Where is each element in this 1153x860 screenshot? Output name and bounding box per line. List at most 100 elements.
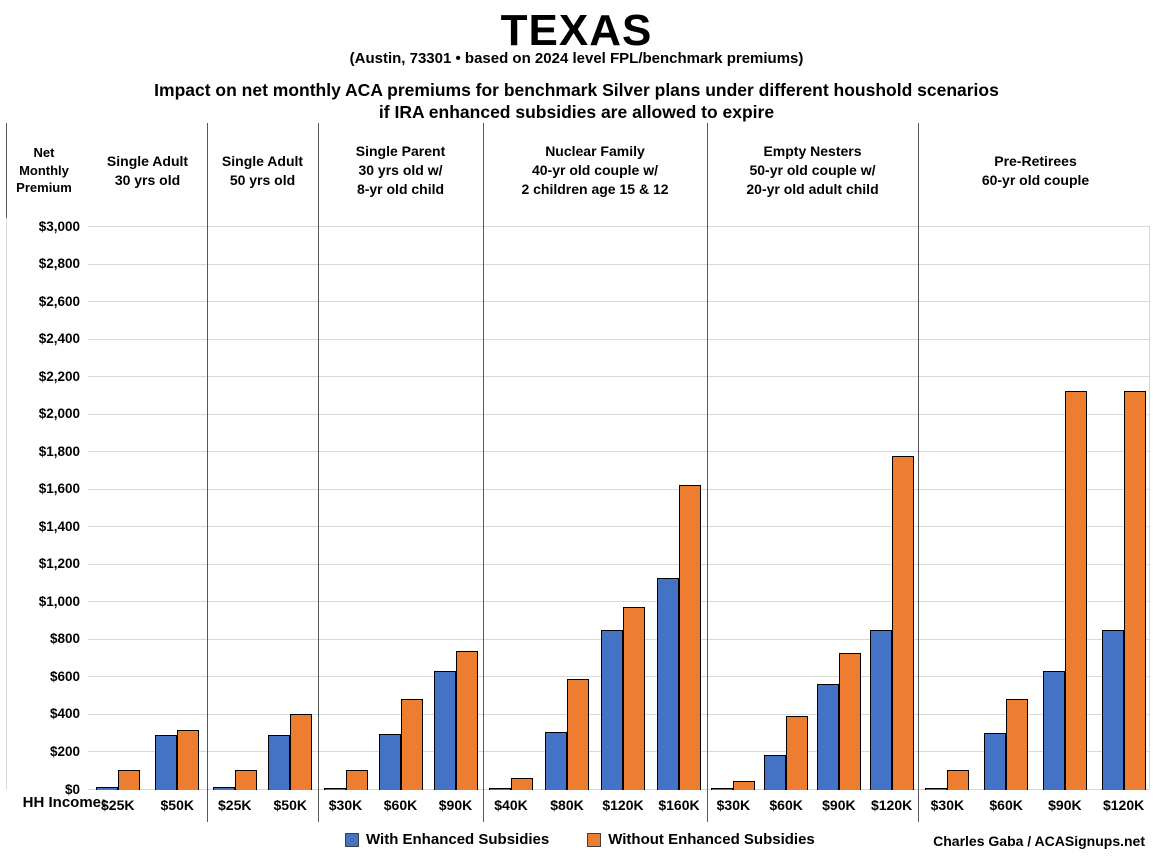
y-axis-tick-label: $2,800 <box>38 256 80 272</box>
x-axis-labels: $25K $50K $25K $50K $30K $60K $90K $40K $80K $120… <box>88 797 1153 813</box>
bar-group <box>483 227 707 790</box>
bar-group <box>318 227 483 790</box>
income-tick-label: $90K <box>822 797 856 813</box>
scenario-header: Single Parent 30 yrs old w/ 8-yr old chi… <box>355 143 446 197</box>
bar-without-enhanced-subsidies <box>511 778 533 790</box>
bar-with-enhanced-subsidies <box>601 630 623 790</box>
group-divider-line <box>207 123 208 822</box>
bar-without-enhanced-subsidies <box>623 607 645 790</box>
bar-without-enhanced-subsidies <box>455 651 478 790</box>
income-tick-label: $60K <box>989 797 1023 813</box>
left-axis-line <box>6 218 7 790</box>
scenario-header: Pre-Retirees 60-yr old couple <box>981 152 1090 188</box>
y-axis-tick-label: $2,400 <box>38 331 80 347</box>
legend-item-with: With Enhanced Subsidies <box>345 831 549 848</box>
income-cell <box>539 227 595 790</box>
income-label-group: $25K $50K <box>207 797 318 813</box>
group-divider-line <box>318 123 319 822</box>
bar-with-enhanced-subsidies <box>925 788 948 790</box>
income-tick-label: $30K <box>328 797 363 813</box>
income-tick-label: $50K <box>160 797 194 813</box>
income-cell <box>1094 227 1153 790</box>
scenario-header: Empty Nesters 50-yr old couple w/ 20-yr … <box>746 143 879 197</box>
y-axis: $0 $200 $400 $600 $800 $1,000 $1,200 $1,400 $1,6… <box>0 219 80 795</box>
bar-group <box>88 227 207 790</box>
bar-without-enhanced-subsidies <box>177 730 200 790</box>
bar-with-enhanced-subsidies <box>764 755 787 790</box>
group-divider-line <box>483 123 484 822</box>
income-cell <box>318 227 373 790</box>
bar-with-enhanced-subsidies <box>657 578 679 790</box>
y-axis-tick-label: $2,000 <box>38 406 80 422</box>
income-label-group: $30K $60K $90K <box>318 797 483 813</box>
bar-without-enhanced-subsidies <box>567 679 589 790</box>
income-cell <box>88 227 148 790</box>
income-cell <box>651 227 707 790</box>
income-tick-label: $25K <box>101 797 135 813</box>
bar-with-enhanced-subsidies <box>489 788 511 790</box>
income-cell <box>483 227 539 790</box>
gridline <box>88 263 1150 265</box>
y-axis-tick-label: $1,800 <box>38 443 80 459</box>
gridline <box>88 563 1150 565</box>
group-divider-line <box>918 123 919 822</box>
y-axis-tick-label: $0 <box>64 781 80 797</box>
income-tick-label: $25K <box>218 797 252 813</box>
income-tick-label: $90K <box>1048 797 1082 813</box>
chart-headline: Impact on net monthly ACA premiums for b… <box>154 80 999 122</box>
bar-with-enhanced-subsidies <box>433 671 456 790</box>
legend: With Enhanced Subsidies Without Enhanced… <box>345 831 815 848</box>
scenario-header: Nuclear Family 40-yr old couple w/ 2 chi… <box>521 143 669 197</box>
gridline <box>88 338 1150 340</box>
bar-with-enhanced-subsidies <box>155 735 178 790</box>
bar-without-enhanced-subsidies <box>345 770 368 790</box>
income-tick-label: $90K <box>438 797 473 813</box>
chart-title: TEXAS <box>500 6 653 55</box>
gridline <box>88 376 1150 378</box>
chart-subtitle: (Austin, 73301 • based on 2024 level FPL… <box>349 50 804 67</box>
income-cell <box>813 227 866 790</box>
gridline <box>88 413 1150 415</box>
income-tick-label: $50K <box>273 797 307 813</box>
y-axis-tick-label: $600 <box>49 668 80 684</box>
income-label-group: $25K $50K <box>88 797 207 813</box>
income-tick-label: $80K <box>550 797 584 813</box>
legend-label-with: With Enhanced Subsidies <box>366 831 550 848</box>
income-tick-label: $160K <box>658 797 700 813</box>
bar-with-enhanced-subsidies <box>268 735 291 790</box>
gridline <box>88 226 1150 227</box>
bar-without-enhanced-subsidies <box>234 770 257 790</box>
y-axis-tick-label: $1,600 <box>38 481 80 497</box>
bar-without-enhanced-subsidies <box>117 770 140 790</box>
bar-without-enhanced-subsidies <box>679 485 701 790</box>
right-edge-line <box>1149 227 1150 790</box>
x-axis-title: HH Income: <box>22 794 106 811</box>
bar-group <box>707 227 918 790</box>
scenario-header: Single Adult 30 yrs old <box>106 152 189 188</box>
bar-with-enhanced-subsidies <box>212 787 235 790</box>
bar-with-enhanced-subsidies <box>869 630 892 790</box>
bar-with-enhanced-subsidies <box>323 788 346 790</box>
income-cell <box>918 227 977 790</box>
bar-with-enhanced-subsidies <box>95 787 118 790</box>
bar-without-enhanced-subsidies <box>1123 391 1146 790</box>
income-tick-label: $30K <box>716 797 751 813</box>
bar-without-enhanced-subsidies <box>400 699 423 790</box>
bar-with-enhanced-subsidies <box>545 732 567 790</box>
without-subsidies-swatch-icon <box>587 832 602 847</box>
y-axis-tick-label: $200 <box>49 743 80 759</box>
bar-without-enhanced-subsidies <box>786 716 809 790</box>
gridline <box>88 451 1150 453</box>
income-tick-label: $120K <box>1102 797 1145 813</box>
y-axis-tick-label: $3,000 <box>38 218 80 234</box>
income-tick-label: $40K <box>494 797 528 813</box>
income-cell <box>977 227 1036 790</box>
legend-label-without: Without Enhanced Subsidies <box>608 831 815 848</box>
scenario-header-band: Net Monthly Premium Single Adult 30 yrs … <box>0 123 1153 218</box>
income-cell <box>1036 227 1095 790</box>
scenario-header: Single Adult 50 yrs old <box>221 152 304 188</box>
bar-with-enhanced-subsidies <box>711 788 734 790</box>
bar-group <box>918 227 1153 790</box>
y-axis-title: Net Monthly Premium <box>16 145 72 196</box>
